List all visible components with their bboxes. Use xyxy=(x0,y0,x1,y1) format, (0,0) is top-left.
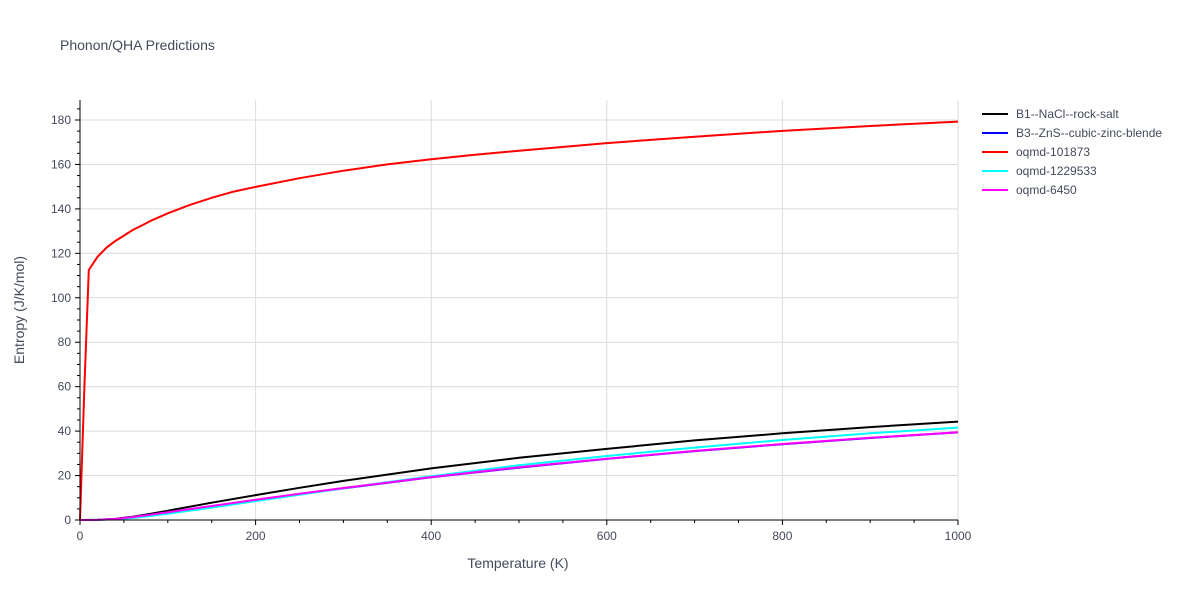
y-tick-label: 40 xyxy=(58,424,72,438)
x-tick-label: 0 xyxy=(77,529,84,543)
x-tick-label: 1000 xyxy=(945,529,972,543)
legend-label: oqmd-101873 xyxy=(1016,145,1090,159)
y-axis-label: Entropy (J/K/mol) xyxy=(11,256,27,364)
y-tick-label: 60 xyxy=(58,380,72,394)
y-tick-label: 120 xyxy=(51,246,71,260)
y-tick-label: 160 xyxy=(51,157,71,171)
legend-item-4[interactable]: oqmd-6450 xyxy=(982,183,1077,197)
x-tick-label: 800 xyxy=(772,529,792,543)
legend-label: oqmd-1229533 xyxy=(1016,164,1097,178)
legend-label: B3--ZnS--cubic-zinc-blende xyxy=(1016,126,1162,140)
y-tick-label: 140 xyxy=(51,202,71,216)
legend-label: oqmd-6450 xyxy=(1016,183,1077,197)
legend-item-3[interactable]: oqmd-1229533 xyxy=(982,164,1097,178)
grid xyxy=(80,100,959,520)
y-tick-label: 20 xyxy=(58,469,72,483)
x-axis-label: Temperature (K) xyxy=(467,555,568,571)
x-tick-label: 400 xyxy=(421,529,441,543)
series-line-4 xyxy=(79,431,959,521)
chart-title: Phonon/QHA Predictions xyxy=(60,37,215,53)
legend[interactable]: B1--NaCl--rock-salt B3--ZnS--cubic-zinc-b… xyxy=(982,107,1162,197)
legend-item-1[interactable]: B3--ZnS--cubic-zinc-blende xyxy=(982,126,1162,140)
x-tick-label: 200 xyxy=(246,529,266,543)
legend-label: B1--NaCl--rock-salt xyxy=(1016,107,1119,121)
x-tick-label: 600 xyxy=(597,529,617,543)
axes: 0 200 400 600 800 1000 0 20 40 60 80 100 120 140 160 18… xyxy=(51,100,972,543)
y-tick-label: 180 xyxy=(51,113,71,127)
y-tick-label: 0 xyxy=(64,513,71,527)
y-tick-label: 80 xyxy=(58,335,72,349)
series-line-2 xyxy=(79,120,959,521)
legend-item-0[interactable]: B1--NaCl--rock-salt xyxy=(982,107,1119,121)
series-lines xyxy=(79,120,959,521)
y-tick-label: 100 xyxy=(51,291,71,305)
legend-item-2[interactable]: oqmd-101873 xyxy=(982,145,1090,159)
